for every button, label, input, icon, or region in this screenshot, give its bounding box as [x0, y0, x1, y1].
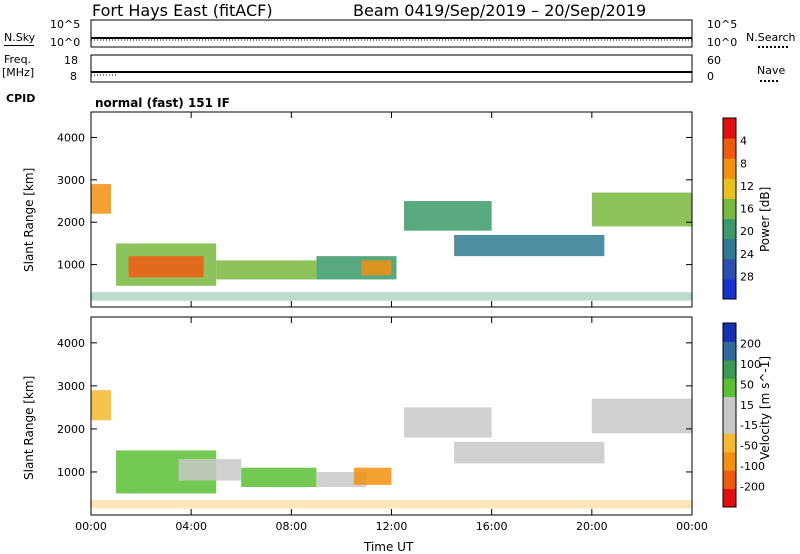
power-echo-region [454, 234, 605, 257]
x-tick-label: 08:00 [275, 520, 307, 533]
velocity-ground-scatter [91, 499, 692, 509]
velocity-echo-region [591, 398, 692, 434]
power-colorbar-cell [723, 178, 736, 199]
velocity-colorbar-cell [723, 451, 736, 471]
x-tick-label: 00:00 [676, 520, 708, 533]
cpid-label: CPID [6, 92, 36, 105]
x-axis-title: Time UT [364, 540, 414, 554]
freq-unit: [MHz] [2, 66, 35, 79]
power-ytick-label: 1000 [57, 259, 85, 272]
power-echo-region [404, 201, 492, 231]
velocity-echo-region [353, 467, 392, 485]
power-colorbar-tick: 24 [740, 248, 754, 261]
velocity-colorbar-cell [723, 433, 736, 453]
nsky-top-tick: 10^5 [50, 18, 81, 31]
power-colorbar-title: Power [dB] [758, 186, 772, 252]
x-tick-label: 16:00 [476, 520, 508, 533]
velocity-colorbar-tick: 200 [740, 337, 761, 350]
velocity-colorbar-cell [723, 323, 736, 342]
power-ytick-label: 2000 [57, 216, 85, 229]
power-colorbar-tick: 4 [740, 135, 747, 148]
power-colorbar-cell [723, 198, 736, 220]
velocity-ytick-label: 1000 [57, 466, 85, 479]
power-ground-scatter [91, 292, 692, 301]
nsky-bottom-tick: 10^0 [50, 36, 81, 49]
velocity-colorbar-cell [723, 488, 736, 508]
velocity-colorbar-tick: 15 [740, 399, 754, 412]
freq-label: Freq. [4, 53, 32, 66]
freq-panel [90, 54, 693, 83]
velocity-colorbar-tick: -100 [740, 460, 765, 473]
power-ytick-label: 3000 [57, 174, 85, 187]
velocity-echo-region [241, 467, 317, 488]
power-echo-region [591, 192, 692, 227]
velocity-ytick-label: 3000 [57, 380, 85, 393]
velocity-colorbar-cell [723, 378, 736, 398]
power-colorbar-cell [723, 138, 736, 159]
power-colorbar-cell [723, 258, 736, 280]
velocity-echo-region [454, 441, 605, 464]
velocity-colorbar-cell [723, 359, 736, 379]
nave-line [760, 80, 778, 82]
x-tick-label: 20:00 [576, 520, 608, 533]
x-tick-label: 12:00 [376, 520, 408, 533]
nsky-panel [90, 19, 693, 48]
power-echo-region [361, 260, 392, 276]
x-tick-label: 04:00 [175, 520, 207, 533]
nave-label: Nave [757, 64, 786, 77]
power-colorbar-cell [723, 218, 736, 240]
power-colorbar-tick: 12 [740, 180, 754, 193]
velocity-echo-region [91, 390, 112, 421]
velocity-colorbar-cell [723, 470, 736, 490]
nsky-line [4, 45, 34, 46]
power-ylabel: Slant Range [km] [22, 167, 36, 272]
freq-top-tick: 18 [64, 54, 78, 67]
nsearch-bottom-tick: 10^0 [707, 36, 738, 49]
power-colorbar-tick: 8 [740, 157, 747, 170]
velocity-ytick-label: 4000 [57, 337, 85, 350]
power-echo-region [91, 184, 112, 214]
power-colorbar-cell [723, 238, 736, 260]
power-colorbar-cell [723, 158, 736, 179]
beam-label: Beam 04 [353, 1, 425, 20]
velocity-echo-region [178, 459, 242, 481]
velocity-colorbar-tick: 50 [740, 378, 754, 391]
nave-top-tick: 60 [707, 54, 721, 67]
date-range: 19/Sep/2019 – 20/Sep/2019 [424, 1, 647, 20]
power-colorbar-tick: 28 [740, 270, 754, 283]
power-ytick-label: 4000 [57, 131, 85, 144]
velocity-colorbar-tick: 100 [740, 358, 761, 371]
power-colorbar-frame [722, 117, 737, 300]
velocity-echo-region [404, 407, 492, 438]
nsky-label: N.Sky [4, 31, 36, 44]
velocity-colorbar-cell [723, 396, 736, 416]
velocity-ylabel: Slant Range [km] [22, 375, 36, 480]
velocity-ytick-label: 2000 [57, 423, 85, 436]
velocity-colorbar-tick: -15 [740, 419, 758, 432]
power-colorbar-tick: 20 [740, 225, 754, 238]
power-echo-region [216, 260, 317, 280]
velocity-colorbar-tick: -50 [740, 440, 758, 453]
power-colorbar-cell [723, 278, 736, 300]
x-tick-label: 00:00 [75, 520, 107, 533]
power-echo-region [128, 256, 204, 278]
cpid-text: normal (fast) 151 IF [95, 96, 230, 110]
velocity-colorbar-tick: -200 [740, 481, 765, 494]
velocity-colorbar-cell [723, 341, 736, 361]
velocity-colorbar-title: Velocity [m s^-1] [758, 355, 772, 460]
nsearch-label: N.Search [746, 31, 796, 44]
nave-bottom-tick: 0 [707, 70, 714, 83]
velocity-colorbar-frame [722, 322, 737, 508]
station-title: Fort Hays East (fitACF) [92, 1, 273, 20]
velocity-colorbar-cell [723, 415, 736, 434]
nsearch-line [758, 46, 788, 48]
power-colorbar-tick: 16 [740, 203, 754, 216]
nsearch-top-tick: 10^5 [707, 18, 738, 31]
power-colorbar-cell [723, 118, 736, 139]
freq-bottom-tick: 8 [70, 70, 77, 83]
